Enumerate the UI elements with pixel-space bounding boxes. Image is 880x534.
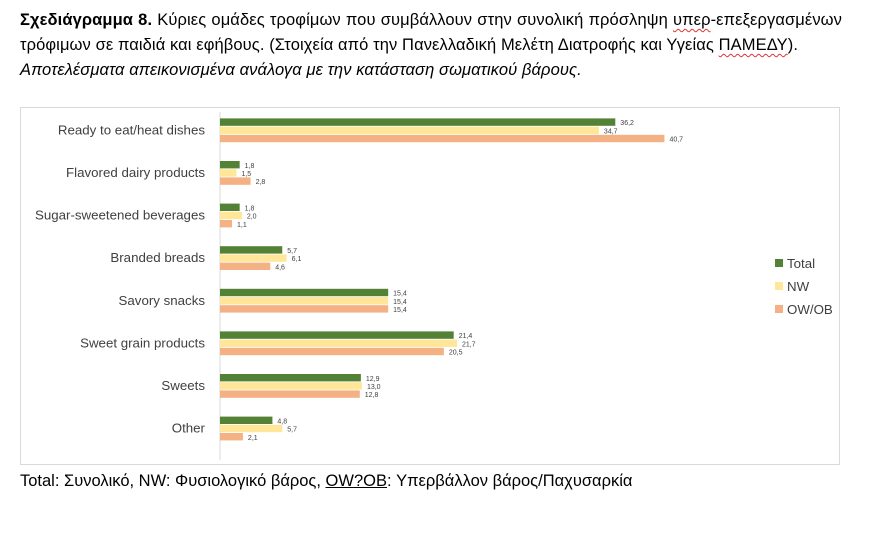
- bar-nw: [220, 211, 242, 220]
- category-label: Sweet grain products: [80, 335, 205, 350]
- caption-text-b: -επεξεργασμένων τρόφιμων σε παιδιά και ε…: [20, 11, 843, 54]
- caption-subtitle: Αποτελέσματα απεικονισμένα ανάλογα με τη…: [20, 61, 582, 79]
- data-label: 2,1: [248, 435, 258, 442]
- data-label: 5,7: [287, 248, 297, 255]
- data-label: 36,2: [620, 120, 634, 127]
- category-label: Flavored dairy products: [66, 165, 205, 180]
- category-label: Sugar-sweetened beverages: [35, 208, 205, 223]
- data-label: 12,9: [366, 376, 380, 383]
- data-label: 6,1: [292, 256, 302, 263]
- footnote-part3: : Υπερβάλλον βάρος/Παχυσαρκία: [386, 472, 633, 490]
- data-label: 15,4: [393, 307, 407, 314]
- bar-total: [220, 203, 240, 211]
- bar-total: [220, 374, 361, 382]
- bar-nw: [220, 382, 362, 390]
- bar-total: [220, 288, 389, 297]
- data-label: 2,8: [256, 179, 266, 186]
- category-label: Ready to eat/heat dishes: [58, 122, 205, 137]
- legend-label: NW: [787, 279, 810, 294]
- legend-swatch: [775, 259, 783, 267]
- category-label: Branded breads: [110, 250, 205, 265]
- bar-ow-ob: [220, 347, 444, 356]
- footnote-part1: Total: Συνολικό, NW: Φυσιολογικό βάρος,: [20, 472, 326, 490]
- legend-label: Total: [787, 256, 815, 271]
- data-label: 2,0: [247, 214, 257, 221]
- data-label: 1,8: [245, 163, 255, 170]
- bar-nw: [220, 297, 389, 305]
- figure-caption: Σχεδιάγραμμα 8. Κύριες ομάδες τροφίμων π…: [20, 8, 842, 83]
- data-label: 40,7: [669, 137, 683, 144]
- data-label: 1,8: [245, 205, 255, 212]
- bar-ow-ob: [220, 134, 665, 143]
- bar-ow-ob: [220, 220, 233, 228]
- bar-ow-ob: [220, 305, 389, 313]
- category-label: Sweets: [161, 378, 205, 393]
- bar-total: [220, 331, 454, 339]
- bar-nw: [220, 126, 599, 134]
- bar-ow-ob: [220, 433, 243, 441]
- caption-text-a: Κύριες ομάδες τροφίμων που συμβάλλουν στ…: [157, 11, 674, 29]
- legend-label: OW/OB: [787, 302, 833, 317]
- data-label: 15,4: [393, 291, 407, 298]
- bar-total: [220, 161, 240, 169]
- legend-swatch: [775, 282, 783, 290]
- data-label: 12,8: [365, 392, 379, 399]
- data-label: 21,4: [459, 333, 473, 340]
- bar-nw: [220, 169, 237, 177]
- category-label: Savory snacks: [119, 293, 206, 308]
- data-label: 1,5: [241, 171, 251, 178]
- caption-text-squig2: ΠΑΜΕΔΥ: [718, 36, 788, 54]
- data-label: 21,7: [462, 341, 476, 348]
- chart-frame: Ready to eat/heat dishes 36,2 34,7 40,7 Flav…: [20, 107, 840, 465]
- bar-chart: Ready to eat/heat dishes 36,234,7 40,7 Flav…: [35, 112, 833, 460]
- data-label: 5,7: [287, 427, 297, 434]
- bar-total: [220, 416, 273, 424]
- data-label: 13,0: [367, 384, 381, 391]
- data-label: 20,5: [449, 350, 463, 357]
- bar-ow-ob: [220, 177, 251, 185]
- bar-total: [220, 118, 616, 126]
- data-label: 34,7: [604, 128, 618, 135]
- caption-text-c: ).: [787, 36, 799, 54]
- caption-text-squig1: υπερ: [673, 11, 711, 29]
- bar-ow-ob: [220, 262, 271, 270]
- bar-nw: [220, 424, 283, 433]
- bar-total: [220, 246, 283, 254]
- legend-swatch: [775, 305, 783, 313]
- footnote-part2: OW?OB: [325, 472, 387, 490]
- data-label: 4,6: [275, 264, 285, 271]
- data-label: 1,1: [237, 222, 247, 229]
- bar-nw: [220, 254, 287, 262]
- category-label: Other: [172, 421, 206, 436]
- footnote: Total: Συνολικό, NW: Φυσιολογικό βάρος, …: [20, 470, 632, 492]
- data-label: 15,4: [393, 299, 407, 306]
- caption-lead: Σχεδιάγραμμα 8.: [20, 11, 153, 29]
- bar-nw: [220, 339, 457, 347]
- bar-ow-ob: [220, 390, 360, 398]
- data-label: 4,8: [277, 418, 287, 425]
